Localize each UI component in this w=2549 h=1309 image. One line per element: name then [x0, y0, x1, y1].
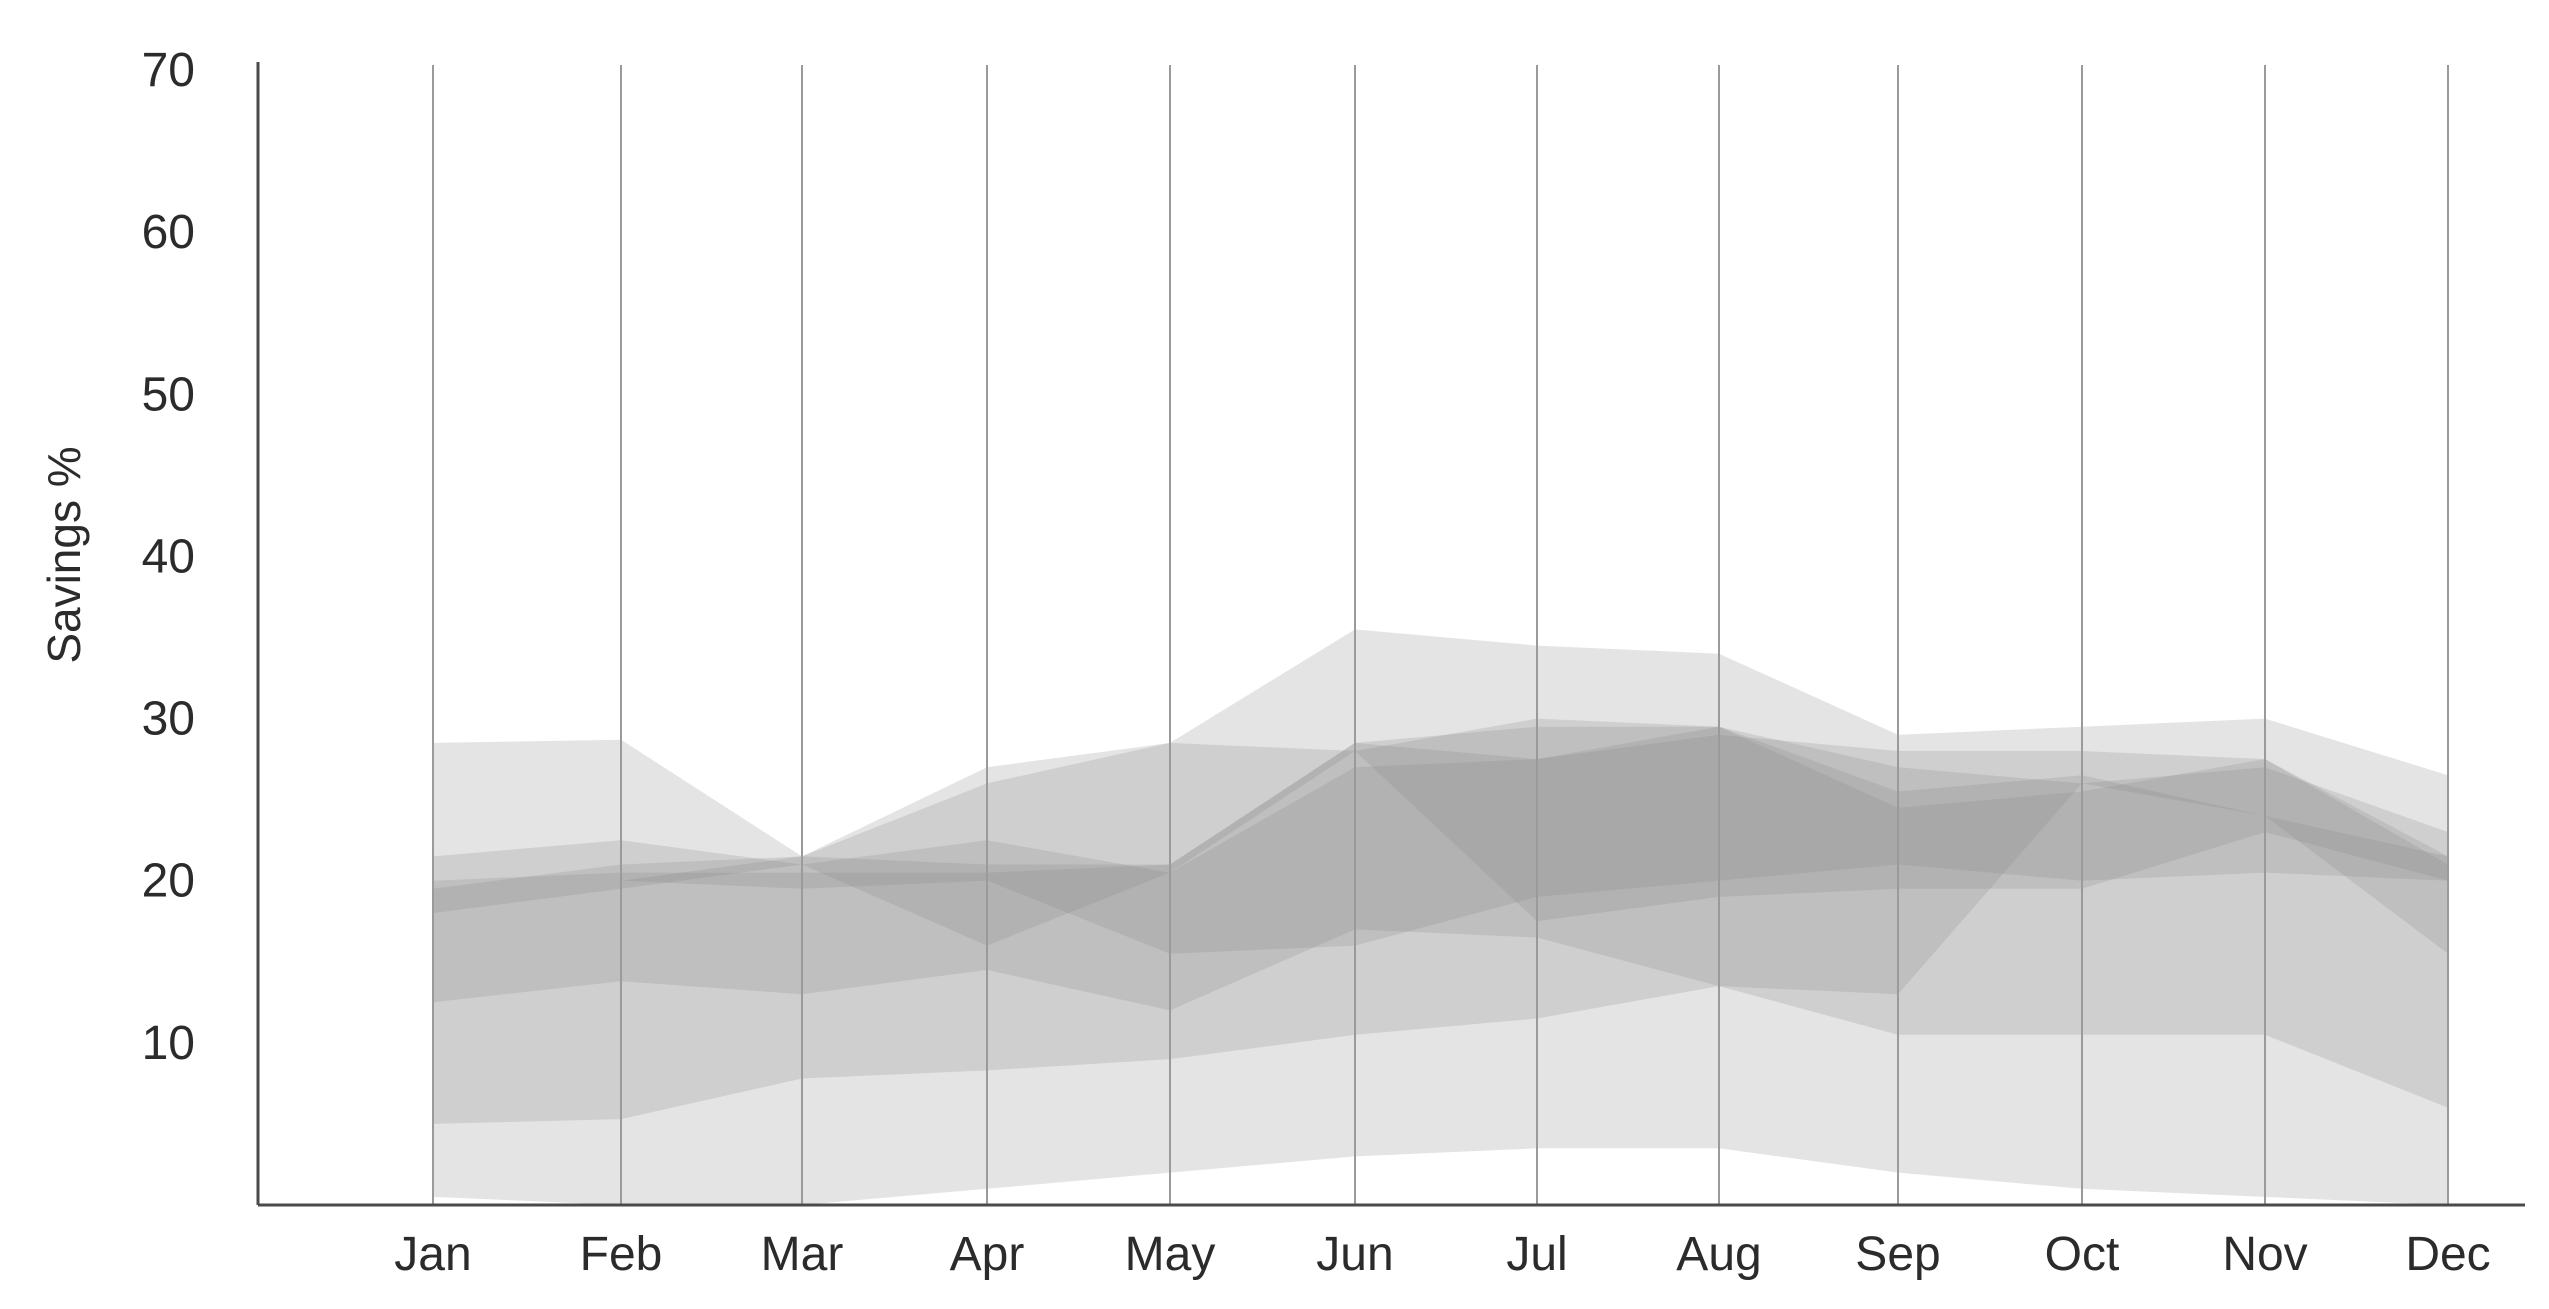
axis-layer — [256, 62, 2525, 1207]
y-tick-label-10: 10 — [142, 1017, 195, 1070]
x-tick-label-aug: Aug — [1676, 1228, 1761, 1281]
band-2 — [433, 734, 2448, 1124]
y-tick-label-30: 30 — [142, 693, 195, 746]
y-tick-label-40: 40 — [142, 530, 195, 583]
band-3 — [433, 718, 2448, 1011]
x-tick-label-dec: Dec — [2405, 1228, 2490, 1281]
x-tick-label-apr: Apr — [950, 1228, 1025, 1281]
y-axis-title: Savings % — [38, 446, 90, 663]
y-tick-label-20: 20 — [142, 855, 195, 908]
gridline-layer — [432, 65, 2449, 1205]
x-tick-label-oct: Oct — [2045, 1228, 2120, 1281]
y-tick-label-50: 50 — [142, 368, 195, 421]
y-tick-label-60: 60 — [142, 206, 195, 259]
x-tick-label-jul: Jul — [1506, 1228, 1567, 1281]
x-tick-label-jan: Jan — [394, 1228, 471, 1281]
band-layer — [433, 629, 2448, 1205]
x-tick-label-feb: Feb — [580, 1228, 663, 1281]
y-tick-label-70: 70 — [142, 44, 195, 97]
tick-label-layer: 10 20 30 40 50 60 70 Jan Feb Mar Apr May Jun Jul Aug Se… — [142, 44, 2491, 1281]
x-tick-label-may: May — [1125, 1228, 1216, 1281]
band-5 — [433, 726, 2448, 946]
x-tick-label-sep: Sep — [1855, 1228, 1940, 1281]
x-tick-label-mar: Mar — [761, 1228, 844, 1281]
band-4 — [433, 726, 2448, 954]
band-1 — [433, 629, 2448, 1205]
x-tick-label-jun: Jun — [1316, 1228, 1393, 1281]
x-tick-label-nov: Nov — [2222, 1228, 2307, 1281]
